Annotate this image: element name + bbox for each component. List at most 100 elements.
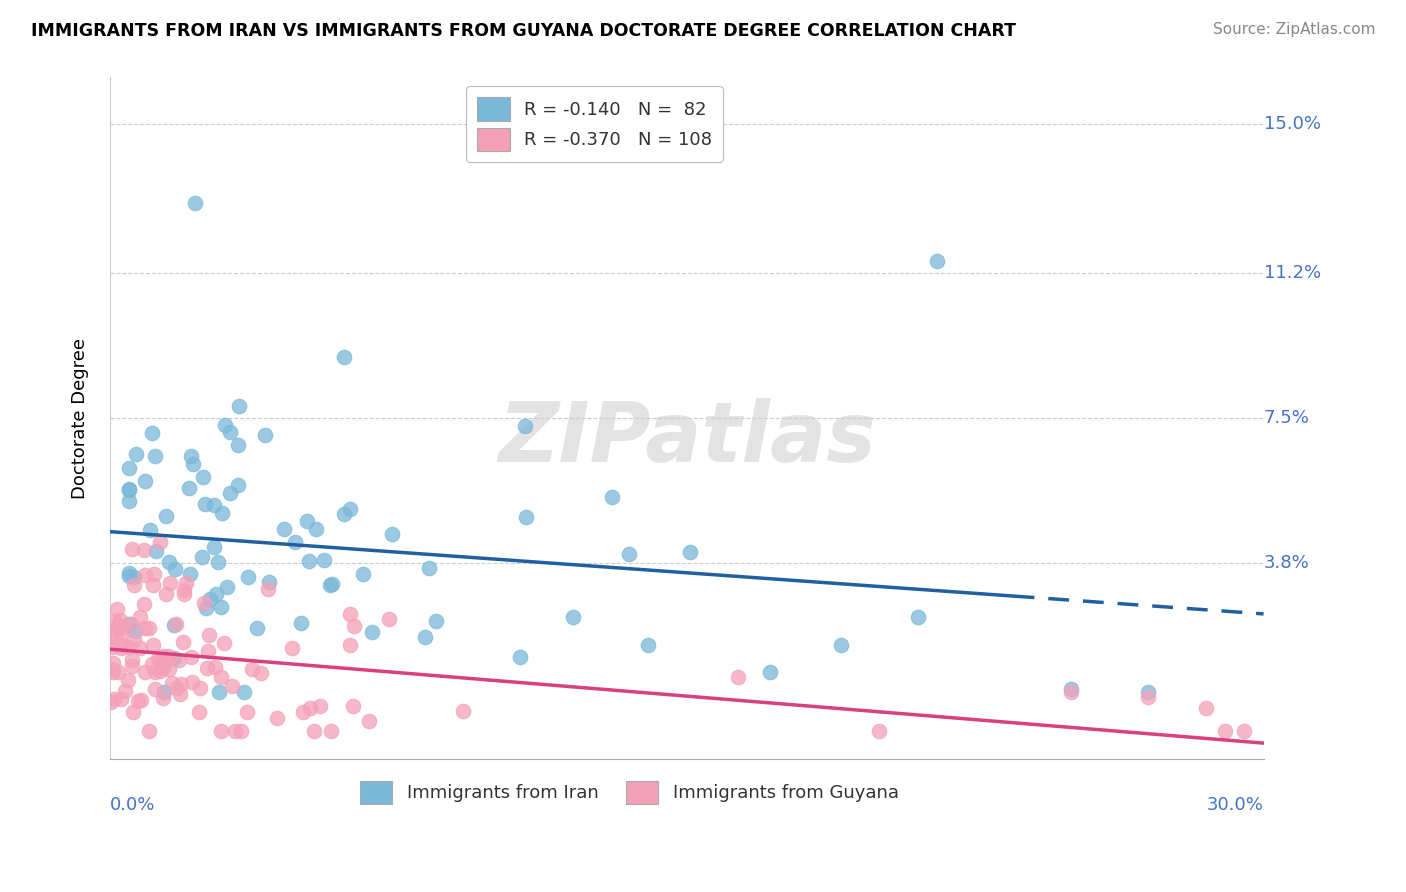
Point xyxy=(250,666,273,681)
Point xyxy=(143,665,166,679)
Point xyxy=(219,485,242,500)
Point xyxy=(321,576,343,591)
Point xyxy=(145,544,167,558)
Point xyxy=(342,698,364,713)
Point xyxy=(107,665,129,680)
Point xyxy=(118,640,141,654)
Text: 11.2%: 11.2% xyxy=(1264,264,1320,282)
Point xyxy=(600,491,623,505)
Point xyxy=(142,567,165,582)
Point xyxy=(118,483,141,498)
Text: 7.5%: 7.5% xyxy=(1264,409,1309,427)
Point xyxy=(280,640,302,655)
Point xyxy=(134,665,156,679)
Point xyxy=(378,611,401,625)
Point xyxy=(830,639,852,653)
Point xyxy=(104,622,127,636)
Point xyxy=(513,419,536,434)
Point xyxy=(157,555,180,569)
Point xyxy=(129,693,152,707)
Point xyxy=(209,600,232,615)
Point xyxy=(105,602,128,616)
Point xyxy=(1213,724,1236,739)
Point xyxy=(198,627,221,641)
Point xyxy=(128,610,150,624)
Point xyxy=(138,621,160,635)
Point xyxy=(124,624,146,639)
Point xyxy=(195,661,218,675)
Point xyxy=(121,541,143,556)
Point xyxy=(226,477,249,491)
Point xyxy=(121,659,143,673)
Point xyxy=(117,673,139,688)
Point xyxy=(188,681,211,696)
Point xyxy=(112,619,135,633)
Point xyxy=(907,610,929,624)
Point xyxy=(100,640,122,654)
Point xyxy=(101,662,124,676)
Point xyxy=(284,535,307,549)
Point xyxy=(925,254,948,268)
Point xyxy=(679,545,702,559)
Point xyxy=(207,555,229,569)
Point xyxy=(172,634,194,648)
Point xyxy=(107,618,129,632)
Point xyxy=(163,617,186,632)
Point xyxy=(562,609,585,624)
Point xyxy=(179,566,201,581)
Point xyxy=(413,630,436,644)
Point xyxy=(157,662,180,676)
Point xyxy=(181,457,204,471)
Point xyxy=(173,587,195,601)
Point xyxy=(292,705,315,719)
Point xyxy=(118,566,141,580)
Point xyxy=(166,681,188,696)
Point xyxy=(637,638,659,652)
Point xyxy=(112,639,135,653)
Point xyxy=(163,651,186,665)
Point xyxy=(229,724,252,739)
Point xyxy=(295,514,318,528)
Text: 30.0%: 30.0% xyxy=(1206,797,1264,814)
Point xyxy=(617,548,640,562)
Point xyxy=(208,685,231,699)
Point xyxy=(191,549,214,564)
Point xyxy=(110,691,132,706)
Point xyxy=(166,616,188,631)
Point xyxy=(110,640,132,655)
Point xyxy=(138,523,160,537)
Point xyxy=(180,449,202,463)
Point xyxy=(214,417,236,432)
Point xyxy=(118,460,141,475)
Point xyxy=(149,535,172,549)
Point xyxy=(134,474,156,488)
Point xyxy=(114,684,136,698)
Point xyxy=(177,481,200,495)
Point xyxy=(118,569,141,583)
Point xyxy=(759,665,782,679)
Point xyxy=(100,694,122,708)
Point xyxy=(215,580,238,594)
Point xyxy=(134,621,156,635)
Point xyxy=(146,652,169,666)
Point xyxy=(152,691,174,706)
Point xyxy=(425,614,447,628)
Point xyxy=(141,426,163,441)
Point xyxy=(361,624,384,639)
Point xyxy=(1195,701,1218,715)
Point xyxy=(141,657,163,672)
Point xyxy=(118,617,141,632)
Point xyxy=(160,676,183,690)
Point xyxy=(118,494,141,508)
Point xyxy=(236,570,259,584)
Text: 15.0%: 15.0% xyxy=(1264,115,1320,134)
Point xyxy=(152,648,174,663)
Point xyxy=(254,428,277,442)
Point xyxy=(221,679,243,693)
Point xyxy=(214,636,236,650)
Point xyxy=(204,659,226,673)
Point xyxy=(134,542,156,557)
Point xyxy=(240,662,263,676)
Point xyxy=(142,638,165,652)
Point xyxy=(1060,684,1083,698)
